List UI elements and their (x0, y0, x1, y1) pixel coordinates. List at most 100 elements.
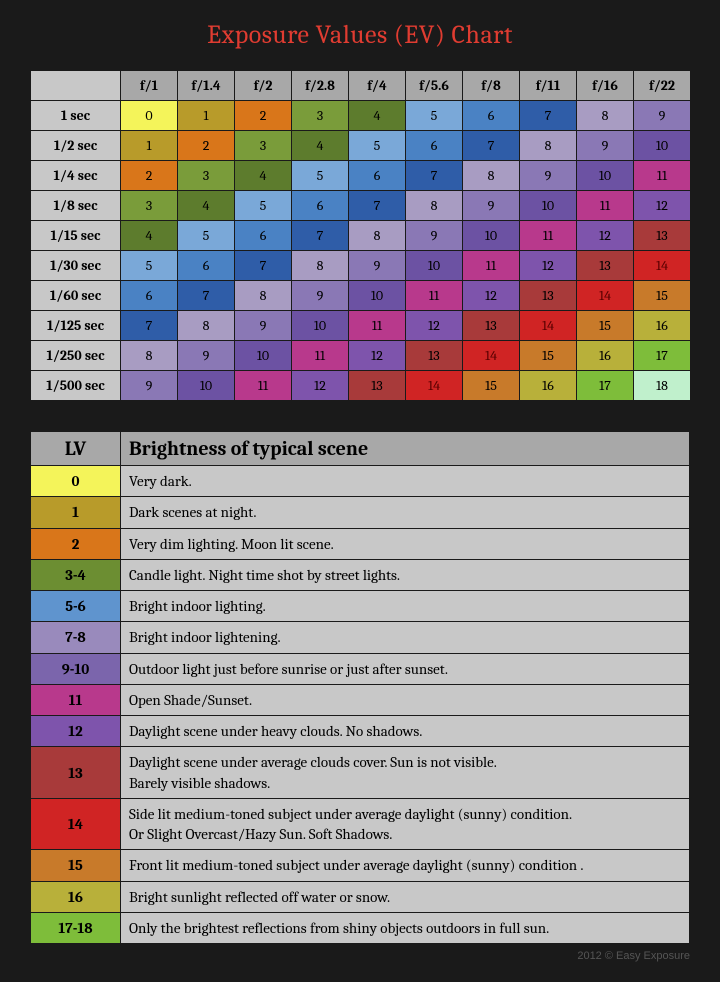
lv-desc-cell: Front lit medium-toned subject under ave… (121, 850, 690, 881)
ev-cell: 10 (406, 251, 463, 281)
lv-desc-cell: Daylight scene under heavy clouds. No sh… (121, 716, 690, 747)
page-title: Exposure Values (EV) Chart (30, 20, 690, 50)
ev-cell: 7 (406, 161, 463, 191)
ev-cell: 6 (178, 251, 235, 281)
lv-value-cell: 16 (31, 881, 121, 912)
ev-cell: 9 (121, 371, 178, 401)
ev-row-header: 1/4 sec (31, 161, 121, 191)
ev-col-header: f/16 (577, 71, 634, 101)
lv-value-cell: 11 (31, 684, 121, 715)
ev-cell: 11 (292, 341, 349, 371)
ev-cell: 8 (520, 131, 577, 161)
ev-cell: 14 (406, 371, 463, 401)
ev-cell: 4 (349, 101, 406, 131)
ev-cell: 9 (406, 221, 463, 251)
ev-corner-cell (31, 71, 121, 101)
lv-desc-cell: Very dim lighting. Moon lit scene. (121, 528, 690, 559)
ev-col-header: f/4 (349, 71, 406, 101)
ev-col-header: f/22 (634, 71, 691, 101)
ev-row-header: 1/2 sec (31, 131, 121, 161)
ev-cell: 13 (634, 221, 691, 251)
ev-cell: 11 (634, 161, 691, 191)
lv-value-cell: 13 (31, 747, 121, 799)
ev-row-header: 1/125 sec (31, 311, 121, 341)
ev-cell: 14 (520, 311, 577, 341)
ev-cell: 2 (178, 131, 235, 161)
ev-cell: 13 (463, 311, 520, 341)
credit-text: 2012 © Easy Exposure (30, 950, 690, 962)
lv-value-cell: 5-6 (31, 591, 121, 622)
ev-cell: 6 (349, 161, 406, 191)
lv-value-cell: 9-10 (31, 653, 121, 684)
ev-cell: 7 (178, 281, 235, 311)
lv-desc-cell: Bright indoor lightening. (121, 622, 690, 653)
ev-chart-table: f/1f/1.4f/2f/2.8f/4f/5.6f/8f/11f/16f/22 … (30, 70, 691, 401)
ev-cell: 15 (463, 371, 520, 401)
ev-cell: 9 (463, 191, 520, 221)
ev-row-header: 1/15 sec (31, 221, 121, 251)
ev-col-header: f/8 (463, 71, 520, 101)
ev-cell: 8 (349, 221, 406, 251)
ev-cell: 12 (292, 371, 349, 401)
ev-cell: 5 (178, 221, 235, 251)
lv-desc-cell: Very dark. (121, 466, 690, 497)
ev-cell: 12 (520, 251, 577, 281)
ev-cell: 3 (178, 161, 235, 191)
ev-cell: 17 (634, 341, 691, 371)
lv-value-cell: 0 (31, 466, 121, 497)
ev-cell: 6 (463, 101, 520, 131)
ev-cell: 5 (235, 191, 292, 221)
ev-cell: 13 (349, 371, 406, 401)
ev-cell: 1 (121, 131, 178, 161)
ev-col-header: f/2.8 (292, 71, 349, 101)
ev-row-header: 1/8 sec (31, 191, 121, 221)
ev-col-header: f/1 (121, 71, 178, 101)
ev-cell: 9 (292, 281, 349, 311)
ev-row-header: 1/500 sec (31, 371, 121, 401)
ev-cell: 8 (406, 191, 463, 221)
ev-row-header: 1/30 sec (31, 251, 121, 281)
ev-cell: 16 (577, 341, 634, 371)
ev-cell: 15 (577, 311, 634, 341)
ev-cell: 12 (463, 281, 520, 311)
ev-cell: 10 (463, 221, 520, 251)
ev-cell: 13 (406, 341, 463, 371)
ev-cell: 11 (463, 251, 520, 281)
ev-cell: 7 (349, 191, 406, 221)
lv-desc-cell: Outdoor light just before sunrise or jus… (121, 653, 690, 684)
ev-cell: 9 (577, 131, 634, 161)
ev-cell: 6 (292, 191, 349, 221)
lv-value-cell: 17-18 (31, 912, 121, 943)
ev-cell: 8 (577, 101, 634, 131)
ev-cell: 9 (634, 101, 691, 131)
ev-cell: 14 (634, 251, 691, 281)
ev-cell: 10 (235, 341, 292, 371)
ev-cell: 15 (520, 341, 577, 371)
ev-col-header: f/1.4 (178, 71, 235, 101)
ev-cell: 17 (577, 371, 634, 401)
lv-desc-cell: Bright sunlight reflected off water or s… (121, 881, 690, 912)
ev-cell: 6 (235, 221, 292, 251)
ev-cell: 11 (577, 191, 634, 221)
ev-col-header: f/11 (520, 71, 577, 101)
ev-cell: 7 (121, 311, 178, 341)
ev-cell: 11 (520, 221, 577, 251)
ev-cell: 4 (292, 131, 349, 161)
ev-cell: 2 (121, 161, 178, 191)
ev-cell: 10 (634, 131, 691, 161)
ev-row-header: 1/60 sec (31, 281, 121, 311)
ev-cell: 9 (178, 341, 235, 371)
ev-cell: 13 (520, 281, 577, 311)
brightness-header: Brightness of typical scene (121, 432, 690, 466)
lv-desc-cell: Side lit medium-toned subject under aver… (121, 798, 690, 850)
ev-cell: 9 (349, 251, 406, 281)
ev-cell: 10 (520, 191, 577, 221)
ev-cell: 10 (349, 281, 406, 311)
ev-cell: 14 (577, 281, 634, 311)
ev-cell: 12 (349, 341, 406, 371)
ev-cell: 7 (235, 251, 292, 281)
ev-cell: 11 (235, 371, 292, 401)
lv-desc-cell: Only the brightest reflections from shin… (121, 912, 690, 943)
ev-cell: 16 (634, 311, 691, 341)
ev-cell: 13 (577, 251, 634, 281)
